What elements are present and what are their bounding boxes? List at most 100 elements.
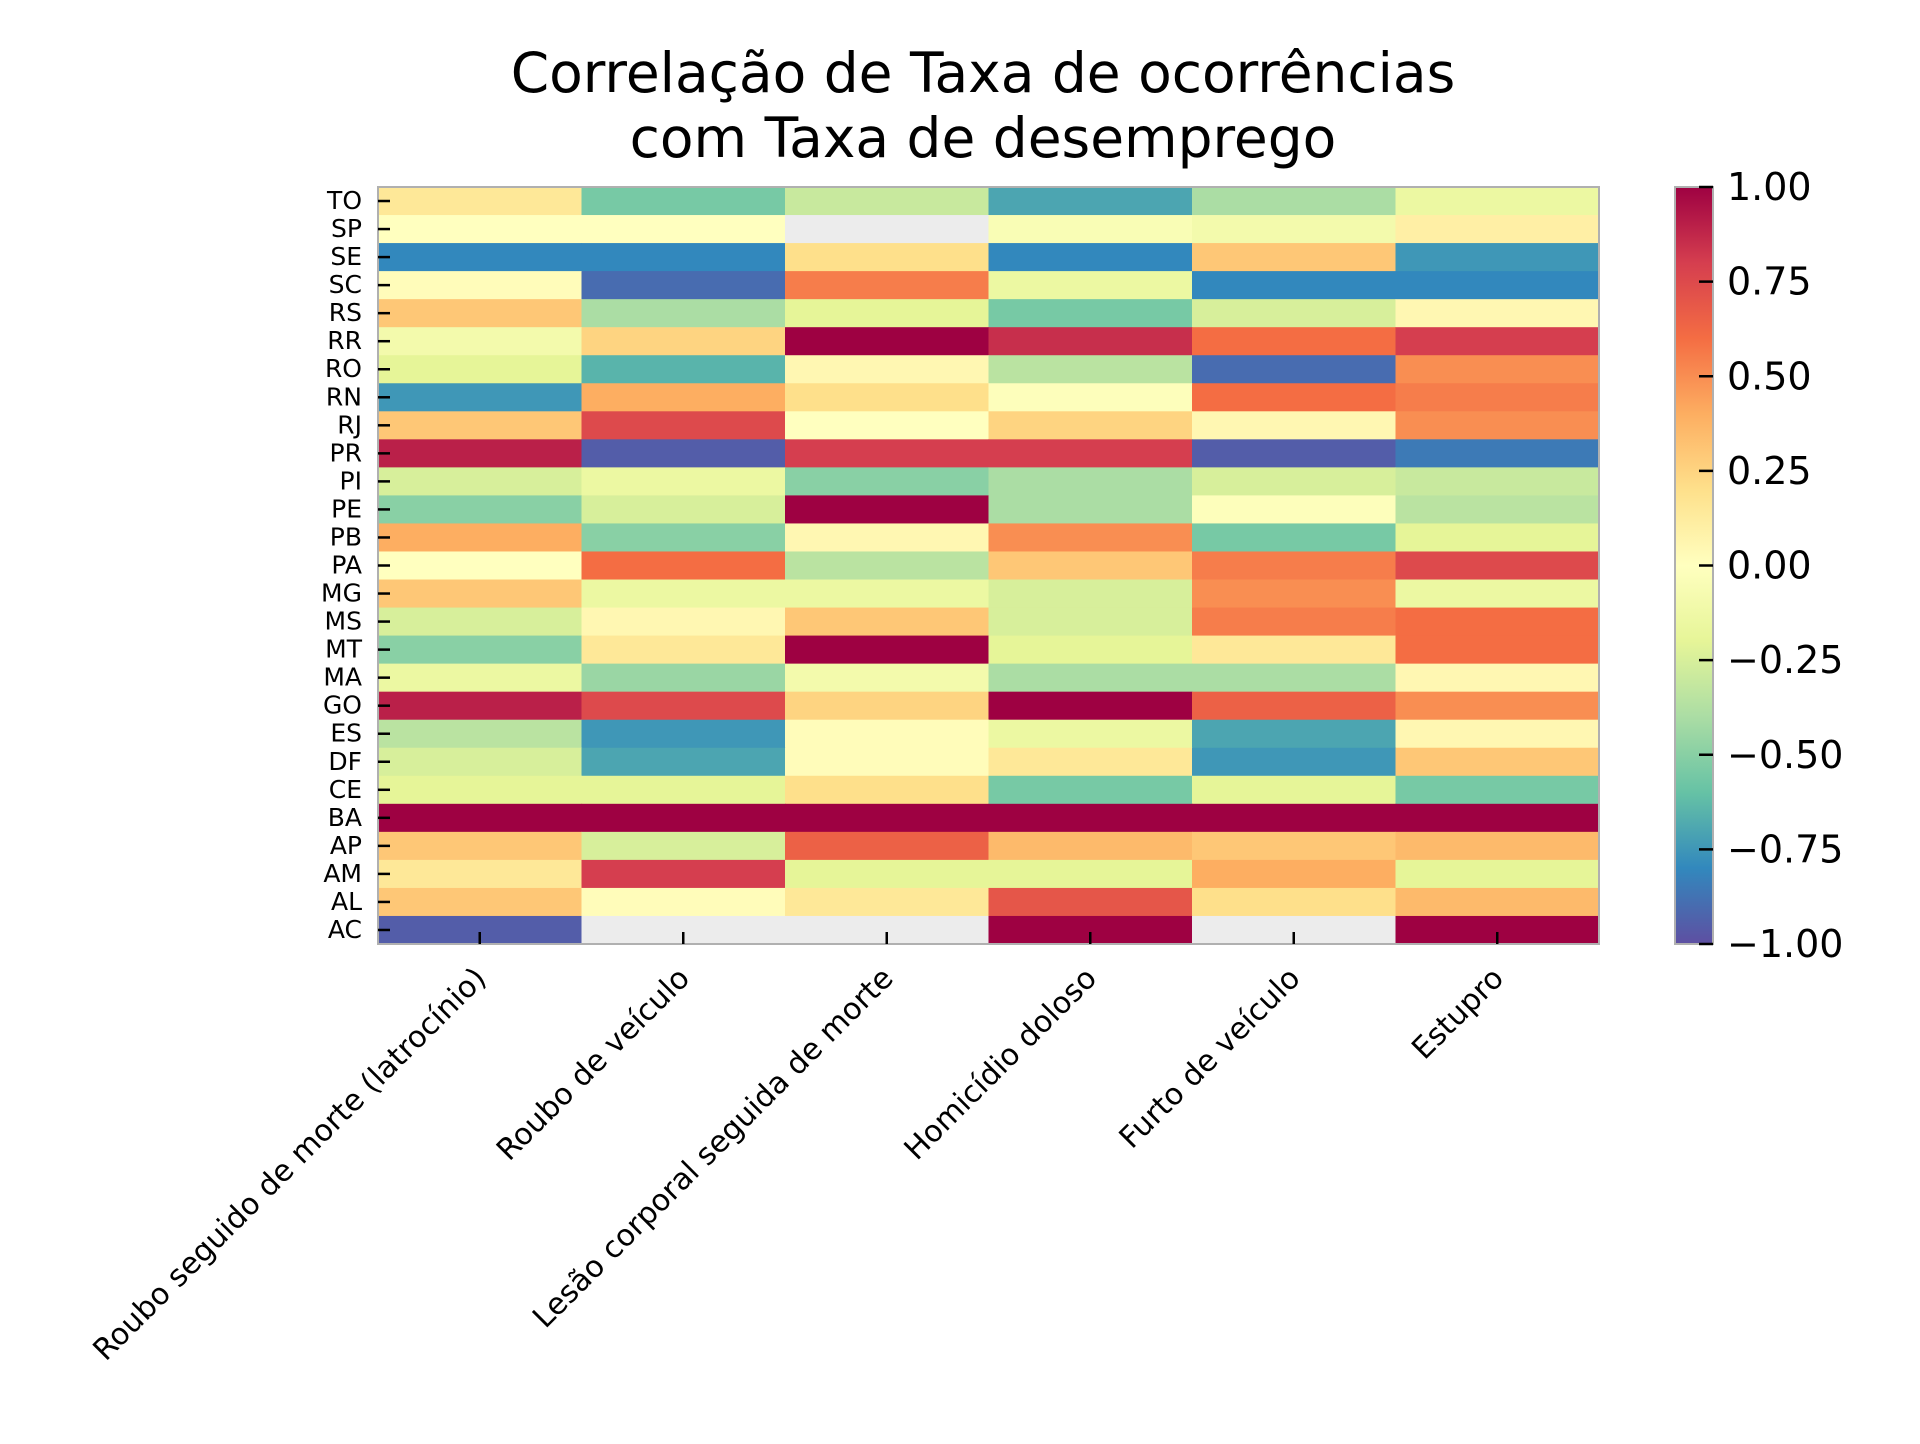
heatmap-cell-PB-1 (581, 523, 786, 553)
heatmap-cell-RO-5 (1395, 355, 1600, 384)
y-tick-label-RN: RN (326, 382, 362, 411)
y-tick-label-MT: MT (325, 635, 363, 664)
y-tick-label-TO: TO (326, 186, 362, 215)
heatmap-cell-ES-3 (988, 719, 1193, 749)
heatmap-cell-SE-1 (581, 243, 786, 272)
heatmap-cell-AL-2 (785, 887, 990, 917)
heatmap-cell-MT-2 (785, 635, 990, 665)
heatmap-cell-TO-3 (988, 187, 1193, 216)
heatmap-cell-TO-1 (581, 187, 786, 216)
y-tick-label-RR: RR (327, 326, 362, 355)
heatmap-cell-PA-4 (1192, 551, 1397, 581)
heatmap-cell-PE-0 (378, 495, 583, 525)
heatmap-cell-MS-5 (1395, 607, 1600, 637)
heatmap-cell-RS-4 (1192, 299, 1397, 328)
heatmap-cell-RO-4 (1192, 355, 1397, 384)
heatmap-cell-PE-2 (785, 495, 990, 525)
colorbar-tick-label-1: 0.75 (1727, 260, 1812, 304)
heatmap-cell-SC-3 (988, 271, 1193, 300)
colorbar-tick-label-7: −0.75 (1727, 827, 1843, 871)
heatmap-cell-RR-1 (581, 327, 786, 356)
heatmap-cell-DF-1 (581, 747, 786, 777)
heatmap-cell-AM-0 (378, 859, 583, 889)
y-tick-label-AP: AP (330, 831, 362, 860)
heatmap-cell-DF-2 (785, 747, 990, 777)
heatmap-cell-AP-2 (785, 831, 990, 861)
heatmap-cell-AL-5 (1395, 887, 1600, 917)
heatmap-cell-ES-0 (378, 719, 583, 749)
heatmap-cell-RR-0 (378, 327, 583, 356)
heatmap-cell-RN-1 (581, 383, 786, 412)
heatmap-cell-ES-2 (785, 719, 990, 749)
heatmap-cell-MA-4 (1192, 663, 1397, 693)
y-tick-label-SP: SP (331, 214, 362, 243)
heatmap-cell-PE-5 (1395, 495, 1600, 525)
heatmap-cell-RN-5 (1395, 383, 1600, 412)
heatmap-cell-GO-0 (378, 691, 583, 721)
y-tick-label-SC: SC (329, 270, 362, 299)
heatmap-cell-DF-5 (1395, 747, 1600, 777)
heatmap-cell-CE-5 (1395, 775, 1600, 805)
heatmap-cell-SC-2 (785, 271, 990, 300)
heatmap-cell-SE-5 (1395, 243, 1600, 272)
heatmap-cell-BA-4 (1192, 803, 1397, 833)
heatmap-cell-MT-3 (988, 635, 1193, 665)
heatmap-cell-MS-0 (378, 607, 583, 637)
heatmap-cell-GO-2 (785, 691, 990, 721)
heatmap-cell-MT-5 (1395, 635, 1600, 665)
heatmap-cell-MA-1 (581, 663, 786, 693)
heatmap-cell-AM-5 (1395, 859, 1600, 889)
colorbar-tick-label-5: −0.25 (1727, 638, 1843, 682)
y-tick-label-GO: GO (323, 691, 362, 720)
heatmap-cell-PE-4 (1192, 495, 1397, 525)
heatmap-cell-MA-5 (1395, 663, 1600, 693)
heatmap-cell-RN-4 (1192, 383, 1397, 412)
heatmap-cell-SE-0 (378, 243, 583, 272)
heatmap-cell-AM-2 (785, 859, 990, 889)
heatmap-cell-PB-4 (1192, 523, 1397, 553)
heatmap-cell-GO-5 (1395, 691, 1600, 721)
heatmap-cell-AM-4 (1192, 859, 1397, 889)
colorbar: 1.00 0.75 0.50 0.25 0.00 −0.25 −0.50 −0.75 −1.00 (1674, 165, 1843, 966)
heatmap-cell-AL-1 (581, 887, 786, 917)
heatmap-cell-AL-0 (378, 887, 583, 917)
heatmap-cell-PR-2 (785, 439, 990, 468)
y-tick-label-PA: PA (331, 551, 362, 580)
heatmap-cell-SP-1 (581, 215, 786, 244)
heatmap-cell-AL-4 (1192, 887, 1397, 917)
heatmap-cell-AM-1 (581, 859, 786, 889)
heatmap-cell-PR-1 (581, 439, 786, 468)
heatmap-cell-RJ-4 (1192, 411, 1397, 440)
heatmap-cell-MG-3 (988, 579, 1193, 609)
heatmap-cell-PE-1 (581, 495, 786, 525)
colorbar-ticks: 1.00 0.75 0.50 0.25 0.00 −0.25 −0.50 −0.75 −1.00 (1699, 165, 1843, 966)
heatmap-cell-PR-0 (378, 439, 583, 468)
heatmap-cell-PI-5 (1395, 467, 1600, 497)
heatmap-cell-RJ-3 (988, 411, 1193, 440)
heatmap-cell-BA-3 (988, 803, 1193, 833)
heatmap-cell-AP-0 (378, 831, 583, 861)
heatmap-cell-PA-3 (988, 551, 1193, 581)
heatmap-cell-AP-1 (581, 831, 786, 861)
colorbar-tick-label-8: −1.00 (1727, 922, 1843, 966)
heatmap-cell-BA-0 (378, 803, 583, 833)
heatmap-cell-RR-3 (988, 327, 1193, 356)
heatmap-cell-PI-1 (581, 467, 786, 497)
heatmap-cell-RS-0 (378, 299, 583, 328)
heatmap-cell-MG-5 (1395, 579, 1600, 609)
heatmap-cell-CE-3 (988, 775, 1193, 805)
heatmap-cell-MG-2 (785, 579, 990, 609)
heatmap-cell-RO-1 (581, 355, 786, 384)
heatmap-cell-RS-3 (988, 299, 1193, 328)
heatmap-cell-BA-5 (1395, 803, 1600, 833)
y-tick-label-SE: SE (330, 242, 362, 271)
y-tick-label-MG: MG (321, 579, 362, 608)
heatmap-cell-TO-5 (1395, 187, 1600, 216)
heatmap-cell-SE-4 (1192, 243, 1397, 272)
y-tick-label-AM: AM (323, 859, 362, 888)
x-tick-label-0: Roubo seguido de morte (latrocínio) (87, 961, 494, 1368)
heatmap-cell-PR-5 (1395, 439, 1600, 468)
heatmap-cell-PA-5 (1395, 551, 1600, 581)
heatmap-cell-PB-5 (1395, 523, 1600, 553)
